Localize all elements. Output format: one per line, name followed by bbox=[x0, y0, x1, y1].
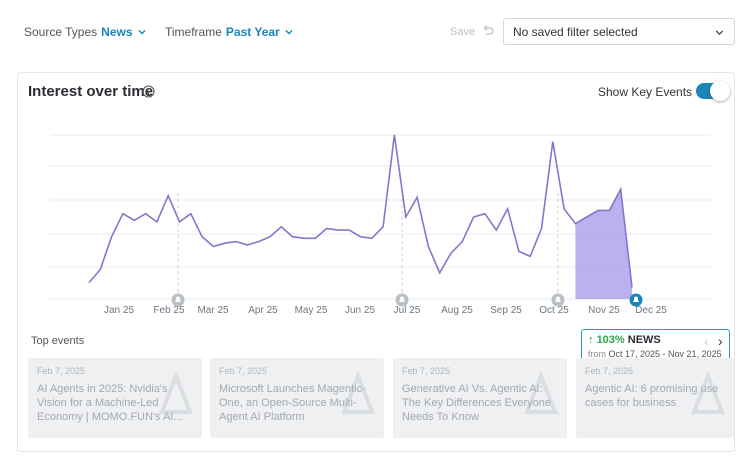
x-tick-label: Jul 25 bbox=[394, 305, 421, 316]
tooltip-range: Oct 17, 2025 - Nov 21, 2025 bbox=[608, 349, 722, 359]
x-tick-label: Dec 25 bbox=[635, 305, 667, 316]
event-card[interactable]: Feb 7, 2025 Agentic AI: 6 promising use … bbox=[576, 358, 734, 438]
x-tick-label: Oct 25 bbox=[539, 305, 569, 316]
event-date: Feb 7, 2025 bbox=[219, 366, 268, 376]
card-title: Interest over time bbox=[28, 83, 154, 100]
tooltip-headline: ↑ 103% NEWS bbox=[588, 334, 723, 346]
timeframe-label: Timeframe bbox=[165, 25, 222, 39]
x-tick-label: Apr 25 bbox=[248, 305, 278, 316]
event-card[interactable]: Feb 7, 2025 Microsoft Launches Magentic-… bbox=[210, 358, 384, 438]
key-event-icon bbox=[551, 293, 565, 307]
info-icon[interactable] bbox=[142, 85, 155, 98]
event-headline: Generative AI Vs. Agentic AI: The Key Di… bbox=[402, 383, 551, 423]
news-watermark-icon bbox=[159, 372, 193, 414]
chevron-down-icon bbox=[138, 30, 146, 35]
x-tick-label: Mar 25 bbox=[197, 305, 229, 316]
x-tick-label: Aug 25 bbox=[441, 305, 473, 316]
interest-over-time-card: Interest over time Show Key Events Jan 2… bbox=[17, 72, 735, 452]
previous-arrow-icon[interactable]: ‹ bbox=[704, 333, 709, 349]
news-watermark-icon bbox=[691, 372, 725, 414]
key-event-icon bbox=[629, 293, 643, 307]
event-card[interactable]: Feb 7, 2025 AI Agents in 2025: Nvidia's … bbox=[28, 358, 202, 438]
undo-icon[interactable] bbox=[481, 24, 495, 38]
top-events-title: Top events bbox=[31, 335, 85, 347]
event-date: Feb 7, 2025 bbox=[585, 366, 634, 376]
news-watermark-icon bbox=[341, 372, 375, 414]
key-event-lines bbox=[177, 193, 559, 295]
tooltip-percent: 103% bbox=[596, 334, 625, 346]
event-card[interactable]: Feb 7, 2025 Generative AI Vs. Agentic AI… bbox=[393, 358, 567, 438]
source-types-label: Source Types bbox=[24, 25, 98, 39]
x-tick-label: Feb 25 bbox=[153, 305, 185, 316]
x-tick-label: Jun 25 bbox=[345, 305, 375, 316]
event-headline: AI Agents in 2025: Nvidia's Vision for a… bbox=[37, 383, 183, 423]
event-date: Feb 7, 2025 bbox=[37, 366, 86, 376]
bell-glyph bbox=[175, 296, 181, 302]
filter-bar: Source Types News Timeframe Past Year Sa… bbox=[0, 0, 754, 64]
source-types-value: News bbox=[101, 25, 133, 39]
chevron-down-icon bbox=[715, 30, 724, 36]
x-axis-ticks: Jan 25 Feb 25 Mar 25 Apr 25 May 25 Jun 25 Jul … bbox=[104, 305, 667, 316]
bell-glyph bbox=[555, 296, 561, 302]
source-types-filter[interactable]: Source Types News bbox=[24, 25, 147, 39]
next-arrow-icon[interactable]: › bbox=[718, 333, 723, 349]
x-tick-label: May 25 bbox=[295, 305, 328, 316]
toggle-knob bbox=[710, 81, 730, 101]
save-button[interactable]: Save bbox=[450, 26, 476, 38]
x-tick-label: Sep 25 bbox=[490, 305, 522, 316]
tooltip-range-line: from Oct 17, 2025 - Nov 21, 2025 bbox=[588, 349, 723, 359]
bell-glyph bbox=[399, 296, 405, 302]
event-headline: Agentic AI: 6 promising use cases for bu… bbox=[585, 383, 719, 409]
event-headline: Microsoft Launches Magentic-One, an Open… bbox=[219, 383, 366, 423]
news-watermark-icon bbox=[524, 372, 558, 414]
saved-filter-select[interactable]: No saved filter selected bbox=[503, 18, 735, 45]
saved-filter-value: No saved filter selected bbox=[513, 25, 638, 39]
x-tick-label: Nov 25 bbox=[588, 305, 620, 316]
show-key-events-label: Show Key Events bbox=[598, 85, 693, 99]
tooltip-arrow: ↑ bbox=[588, 334, 594, 346]
interest-chart: Jan 25 Feb 25 Mar 25 Apr 25 May 25 Jun 25 Jul … bbox=[50, 134, 711, 316]
key-event-icon bbox=[171, 293, 185, 307]
chevron-down-icon bbox=[285, 30, 293, 35]
key-event-icon bbox=[395, 293, 409, 307]
x-tick-label: Jan 25 bbox=[104, 305, 134, 316]
highlight-area bbox=[575, 189, 632, 299]
timeframe-value: Past Year bbox=[225, 25, 280, 39]
tooltip-from: from bbox=[588, 349, 606, 359]
tooltip-source: NEWS bbox=[627, 334, 661, 346]
bell-glyph bbox=[633, 296, 639, 302]
show-key-events-toggle[interactable] bbox=[696, 81, 730, 101]
timeframe-filter[interactable]: Timeframe Past Year bbox=[165, 25, 294, 39]
key-event-markers bbox=[171, 293, 643, 307]
event-date: Feb 7, 2025 bbox=[402, 366, 451, 376]
series-line bbox=[88, 134, 633, 288]
